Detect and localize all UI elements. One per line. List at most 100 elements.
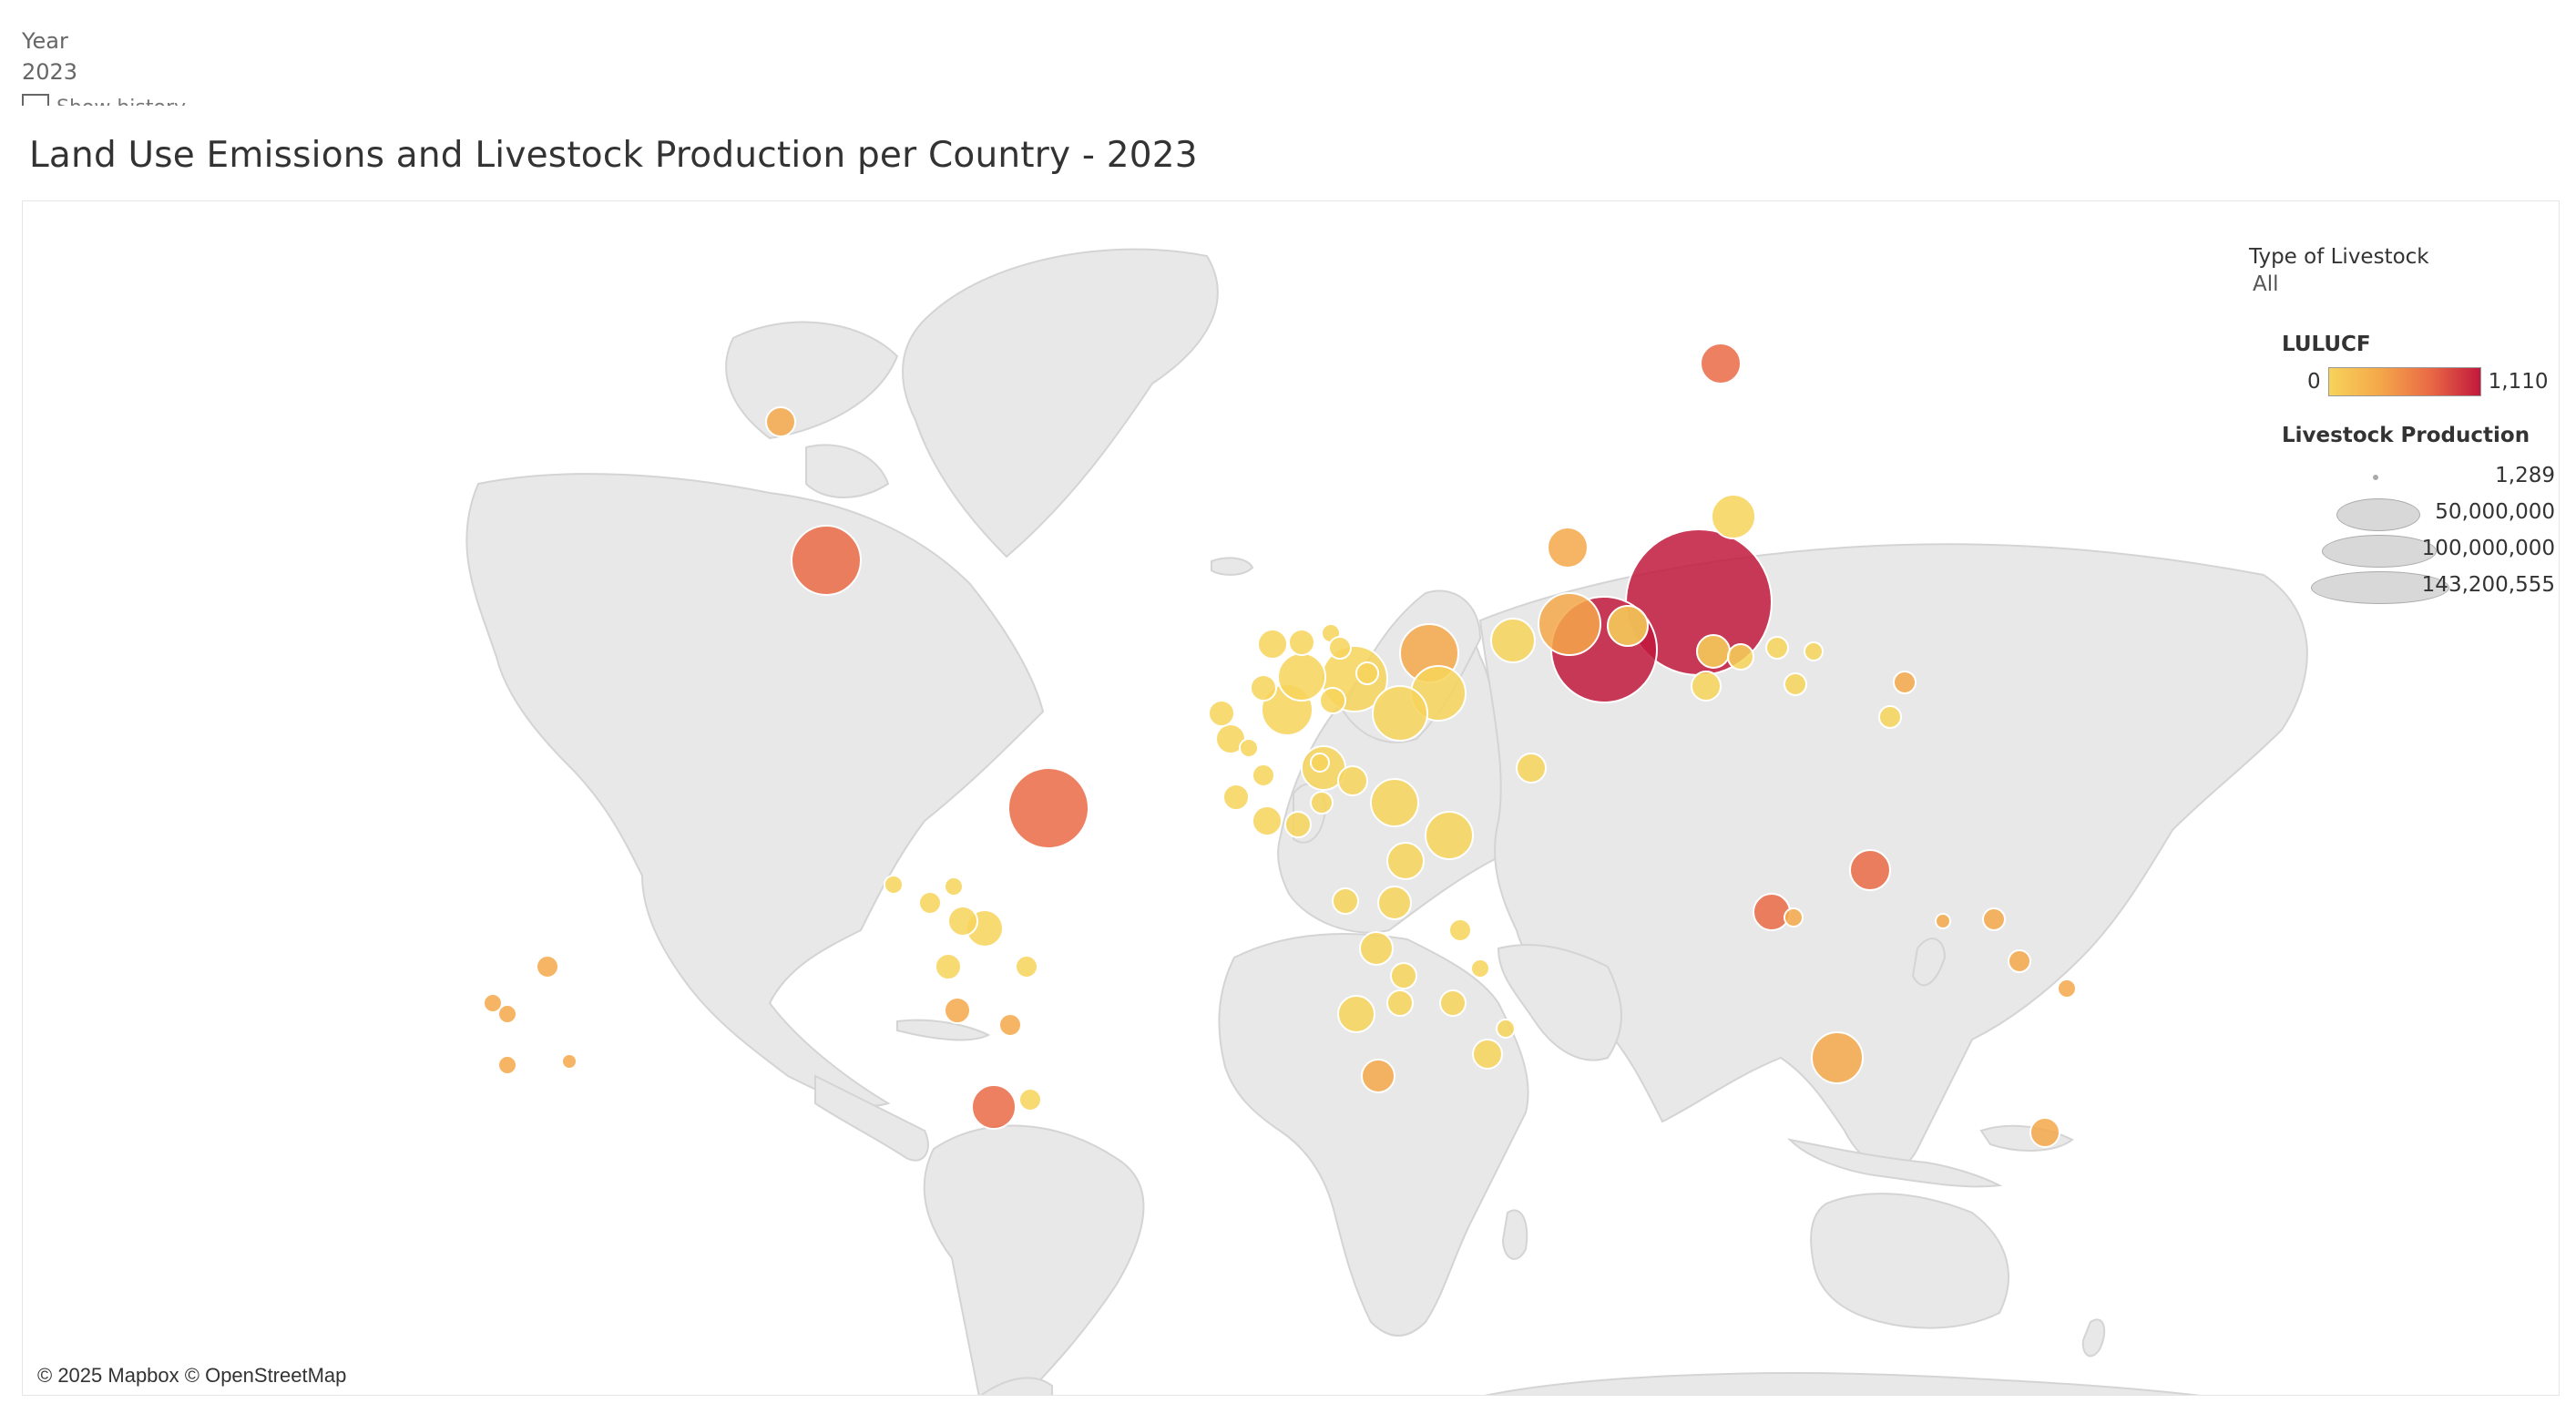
country-bubble[interactable] bbox=[1372, 685, 1428, 742]
land-indonesia bbox=[1786, 1124, 2074, 1188]
country-bubble[interactable] bbox=[1711, 494, 1756, 539]
country-bubble[interactable] bbox=[791, 525, 862, 596]
size-legend-dot bbox=[2373, 475, 2378, 480]
country-bubble[interactable] bbox=[1386, 989, 1414, 1017]
country-bubble[interactable] bbox=[483, 993, 503, 1013]
world-map[interactable] bbox=[23, 201, 2560, 1396]
land-new-zealand bbox=[2081, 1318, 2106, 1358]
land-antarctica bbox=[980, 1372, 2202, 1395]
land-iceland bbox=[1211, 557, 1254, 576]
country-bubble[interactable] bbox=[1700, 343, 1742, 384]
land-japan bbox=[1911, 938, 1947, 987]
size-legend-label: 1,289 bbox=[2495, 464, 2555, 487]
country-bubble[interactable] bbox=[1208, 700, 1235, 727]
country-bubble[interactable] bbox=[1893, 671, 1917, 694]
country-bubble[interactable] bbox=[765, 406, 796, 437]
country-bubble[interactable] bbox=[1878, 705, 1902, 729]
country-bubble[interactable] bbox=[1547, 527, 1589, 569]
country-bubble[interactable] bbox=[1982, 907, 2006, 931]
country-bubble[interactable] bbox=[1386, 842, 1425, 880]
country-bubble[interactable] bbox=[1935, 913, 1951, 929]
map-attribution[interactable]: © 2025 Mapbox © OpenStreetMap bbox=[37, 1364, 347, 1387]
year-filter[interactable]: Year 2023 Show history bbox=[22, 26, 386, 106]
country-bubble[interactable] bbox=[1448, 918, 1472, 942]
country-bubble[interactable] bbox=[1310, 753, 1330, 773]
country-bubble[interactable] bbox=[1516, 753, 1547, 784]
country-bubble[interactable] bbox=[1239, 738, 1259, 758]
country-bubble[interactable] bbox=[1370, 778, 1419, 827]
legend-lulucf: LULUCF bbox=[2282, 333, 2371, 356]
country-bubble[interactable] bbox=[944, 997, 971, 1024]
lulucf-title: LULUCF bbox=[2282, 333, 2371, 356]
map-view[interactable]: © 2025 Mapbox © OpenStreetMap Type of Li… bbox=[22, 200, 2560, 1396]
country-bubble[interactable] bbox=[1018, 1088, 1042, 1112]
country-bubble[interactable] bbox=[998, 1013, 1022, 1037]
country-bubble[interactable] bbox=[1319, 687, 1346, 714]
country-bubble[interactable] bbox=[1252, 763, 1275, 787]
country-bubble[interactable] bbox=[1257, 629, 1288, 660]
country-bubble[interactable] bbox=[1361, 1059, 1395, 1093]
country-bubble[interactable] bbox=[1277, 652, 1326, 702]
country-bubble[interactable] bbox=[1222, 784, 1250, 811]
country-bubble[interactable] bbox=[1472, 1039, 1503, 1070]
show-history-label: Show history bbox=[56, 97, 186, 107]
country-bubble[interactable] bbox=[1439, 989, 1467, 1017]
country-bubble[interactable] bbox=[1470, 958, 1490, 979]
country-bubble[interactable] bbox=[944, 876, 964, 897]
country-bubble[interactable] bbox=[1359, 931, 1394, 966]
country-bubble[interactable] bbox=[1390, 962, 1417, 989]
country-bubble[interactable] bbox=[1252, 805, 1283, 836]
country-bubble[interactable] bbox=[1015, 955, 1038, 979]
land-north-america bbox=[465, 473, 1045, 1107]
country-bubble[interactable] bbox=[2057, 979, 2077, 999]
country-bubble[interactable] bbox=[561, 1053, 578, 1070]
size-legend-row: 100,000,000 bbox=[2304, 531, 2555, 568]
country-bubble[interactable] bbox=[1784, 672, 1807, 696]
country-bubble[interactable] bbox=[1310, 791, 1334, 815]
country-bubble[interactable] bbox=[1328, 636, 1352, 660]
country-bubble[interactable] bbox=[1727, 643, 1754, 671]
country-bubble[interactable] bbox=[1804, 641, 1824, 661]
country-bubble[interactable] bbox=[536, 955, 559, 979]
land-masses bbox=[465, 248, 2308, 1395]
country-bubble[interactable] bbox=[947, 906, 978, 937]
show-history-row[interactable]: Show history bbox=[22, 87, 386, 106]
country-bubble[interactable] bbox=[1490, 618, 1536, 663]
country-bubble[interactable] bbox=[1250, 674, 1277, 702]
country-bubble[interactable] bbox=[1496, 1019, 1516, 1039]
country-bubble[interactable] bbox=[1784, 907, 1804, 927]
country-bubble[interactable] bbox=[1332, 887, 1359, 915]
size-legend-row: 143,200,555 bbox=[2304, 568, 2555, 604]
year-filter-value[interactable]: 2023 bbox=[22, 59, 78, 85]
type-of-livestock-value[interactable]: All bbox=[2253, 272, 2279, 296]
country-bubble[interactable] bbox=[971, 1084, 1017, 1130]
country-bubble[interactable] bbox=[1691, 671, 1722, 702]
country-bubble[interactable] bbox=[1753, 893, 1791, 931]
country-bubble[interactable] bbox=[1765, 636, 1789, 660]
country-bubble[interactable] bbox=[1538, 592, 1601, 656]
country-bubble[interactable] bbox=[1425, 811, 1474, 860]
land-central-america bbox=[814, 1074, 929, 1162]
country-bubble[interactable] bbox=[1607, 605, 1649, 647]
size-legend-shape bbox=[2311, 571, 2449, 604]
country-bubble[interactable] bbox=[2008, 949, 2031, 973]
country-bubble[interactable] bbox=[1849, 849, 1891, 891]
show-history-checkbox[interactable] bbox=[22, 94, 49, 106]
country-bubble[interactable] bbox=[1337, 995, 1375, 1033]
country-bubble[interactable] bbox=[1696, 634, 1731, 669]
country-bubble[interactable] bbox=[918, 891, 942, 915]
country-bubble[interactable] bbox=[1007, 767, 1089, 849]
country-bubble[interactable] bbox=[935, 953, 962, 980]
country-bubble[interactable] bbox=[1377, 886, 1412, 920]
country-bubble[interactable] bbox=[1288, 629, 1315, 656]
land-caribbean bbox=[896, 1019, 991, 1041]
country-bubble[interactable] bbox=[497, 1055, 517, 1075]
country-bubble[interactable] bbox=[1355, 661, 1379, 685]
country-bubble[interactable] bbox=[1811, 1031, 1864, 1084]
country-bubble[interactable] bbox=[1284, 811, 1312, 838]
country-bubble[interactable] bbox=[497, 1004, 517, 1024]
country-bubble[interactable] bbox=[2029, 1117, 2060, 1148]
country-bubble[interactable] bbox=[884, 875, 904, 895]
size-legend-shape bbox=[2322, 535, 2437, 568]
country-bubble[interactable] bbox=[1337, 765, 1368, 796]
